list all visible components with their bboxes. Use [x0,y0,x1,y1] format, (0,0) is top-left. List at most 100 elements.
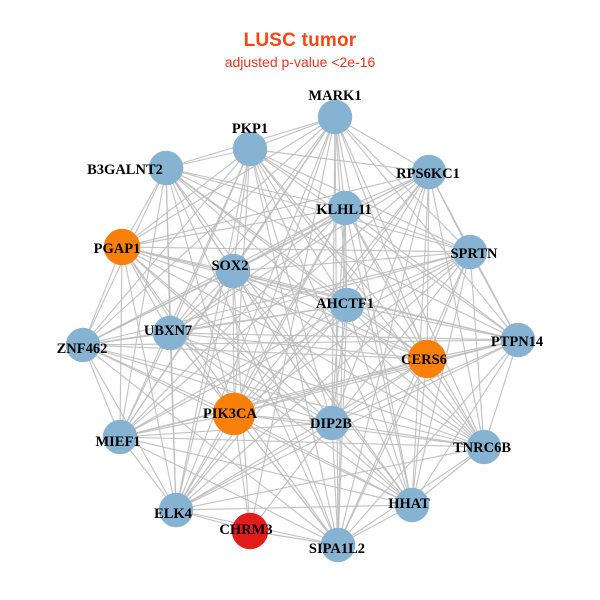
graph-edge [169,332,177,511]
graph-edge [82,251,471,346]
graph-edge [233,413,339,546]
graph-edge [346,304,519,341]
graph-node-label-ahctf1: AHCTF1 [316,296,374,312]
graph-node-label-klhl11: KLHL11 [316,202,372,218]
graph-edge [426,171,430,360]
page-subtitle: adjusted p-value <2e-16 [224,54,376,70]
page-title: LUSC tumor [243,30,357,51]
graph-edge [119,436,413,506]
graph-edge [232,270,519,341]
graph-edge [119,270,234,438]
graph-edge [119,358,428,438]
graph-edge [165,167,413,506]
graph-edge [82,339,519,346]
graph-edge [233,413,413,506]
graph-node-mief1[interactable] [102,419,138,455]
graph-node-label-pgap1: PGAP1 [94,241,141,257]
graph-edge [82,344,333,424]
graph-edge [233,171,430,415]
graph-edge [346,304,413,506]
graph-edge [175,304,348,511]
graph-edge [232,148,251,272]
graph-node-sox2[interactable] [215,253,251,289]
graph-edge [82,148,251,346]
graph-edge [175,270,234,511]
graph-edge [165,167,348,306]
graph-edge [232,270,333,424]
graph-edge [175,251,471,511]
graph-edge [334,116,430,173]
graph-edge [175,446,485,511]
graph-edge [337,251,471,546]
graph-node-ptpn14[interactable] [500,322,536,358]
graph-edge [119,304,348,438]
graph-node-elk4[interactable] [158,492,194,528]
graph-node-rps6kc1[interactable] [411,154,447,190]
graph-edge [169,171,430,334]
graph-node-label-chrm3: CHRM3 [219,522,272,538]
nodes-layer [65,99,536,563]
graph-node-label-sox2: SOX2 [211,258,248,274]
graph-node-ubxn7[interactable] [152,315,188,351]
graph-node-label-pik3ca: PIK3CA [203,406,258,422]
graph-node-label-ptpn14: PTPN14 [491,334,543,350]
graph-edge [169,332,519,341]
graph-edge [331,422,485,448]
graph-edge [232,270,348,306]
graph-edge [249,148,485,448]
graph-edge [411,339,519,506]
graph-node-chrm3[interactable] [231,512,269,550]
graph-edge [232,270,485,448]
graph-edge [233,304,348,415]
graph-edge [121,246,428,360]
graph-edge [82,344,235,415]
graph-edge [344,207,519,341]
graph-node-label-hhat: HHAT [388,496,430,512]
graph-edge [119,332,171,438]
graph-edge [249,148,339,546]
graph-edge [82,344,428,360]
graph-edge [344,207,485,448]
graph-node-label-ubxn7: UBXN7 [144,323,192,339]
graph-node-label-tnrc6b: TNRC6B [453,440,511,456]
graph-edge [165,167,346,209]
graph-edge [344,207,471,253]
graph-edge [119,436,485,448]
graph-node-hhat[interactable] [394,487,430,523]
graph-edge [121,171,430,248]
graph-edge [346,251,471,306]
graph-node-klhl11[interactable] [327,190,363,226]
graph-edge [233,413,485,448]
graph-node-sipa1l2[interactable] [320,527,356,563]
graph-node-pgap1[interactable] [103,228,141,266]
graph-node-label-sprtn: SPRTN [450,246,498,262]
graph-edge [165,167,471,253]
graph-node-dip2b[interactable] [314,405,350,441]
graph-edge [119,246,123,438]
graph-edge [119,148,251,438]
graph-node-znf462[interactable] [65,327,101,363]
graph-node-mark1[interactable] [317,99,353,135]
graph-node-tnrc6b[interactable] [466,429,502,465]
graph-edge [169,332,333,424]
graph-node-pik3ca[interactable] [212,392,256,436]
graph-edge [232,270,235,415]
graph-node-cers6[interactable] [407,339,447,379]
graph-edge [337,358,428,546]
graph-node-label-mief1: MIEF1 [95,434,140,450]
graph-edge [175,504,413,511]
graph-edge [175,116,336,511]
graph-edge [175,148,251,511]
graph-edge [232,251,471,272]
graph-edge [346,304,485,448]
graph-edge [334,116,485,448]
graph-node-ahctf1[interactable] [329,287,365,323]
graph-edge [82,207,346,346]
graph-node-label-elk4: ELK4 [154,506,192,522]
graph-node-pkp1[interactable] [232,131,268,167]
graph-node-sprtn[interactable] [452,234,488,270]
graph-edge [249,148,346,209]
graph-node-b3galnt2[interactable] [148,150,184,186]
graph-edge [334,116,339,546]
